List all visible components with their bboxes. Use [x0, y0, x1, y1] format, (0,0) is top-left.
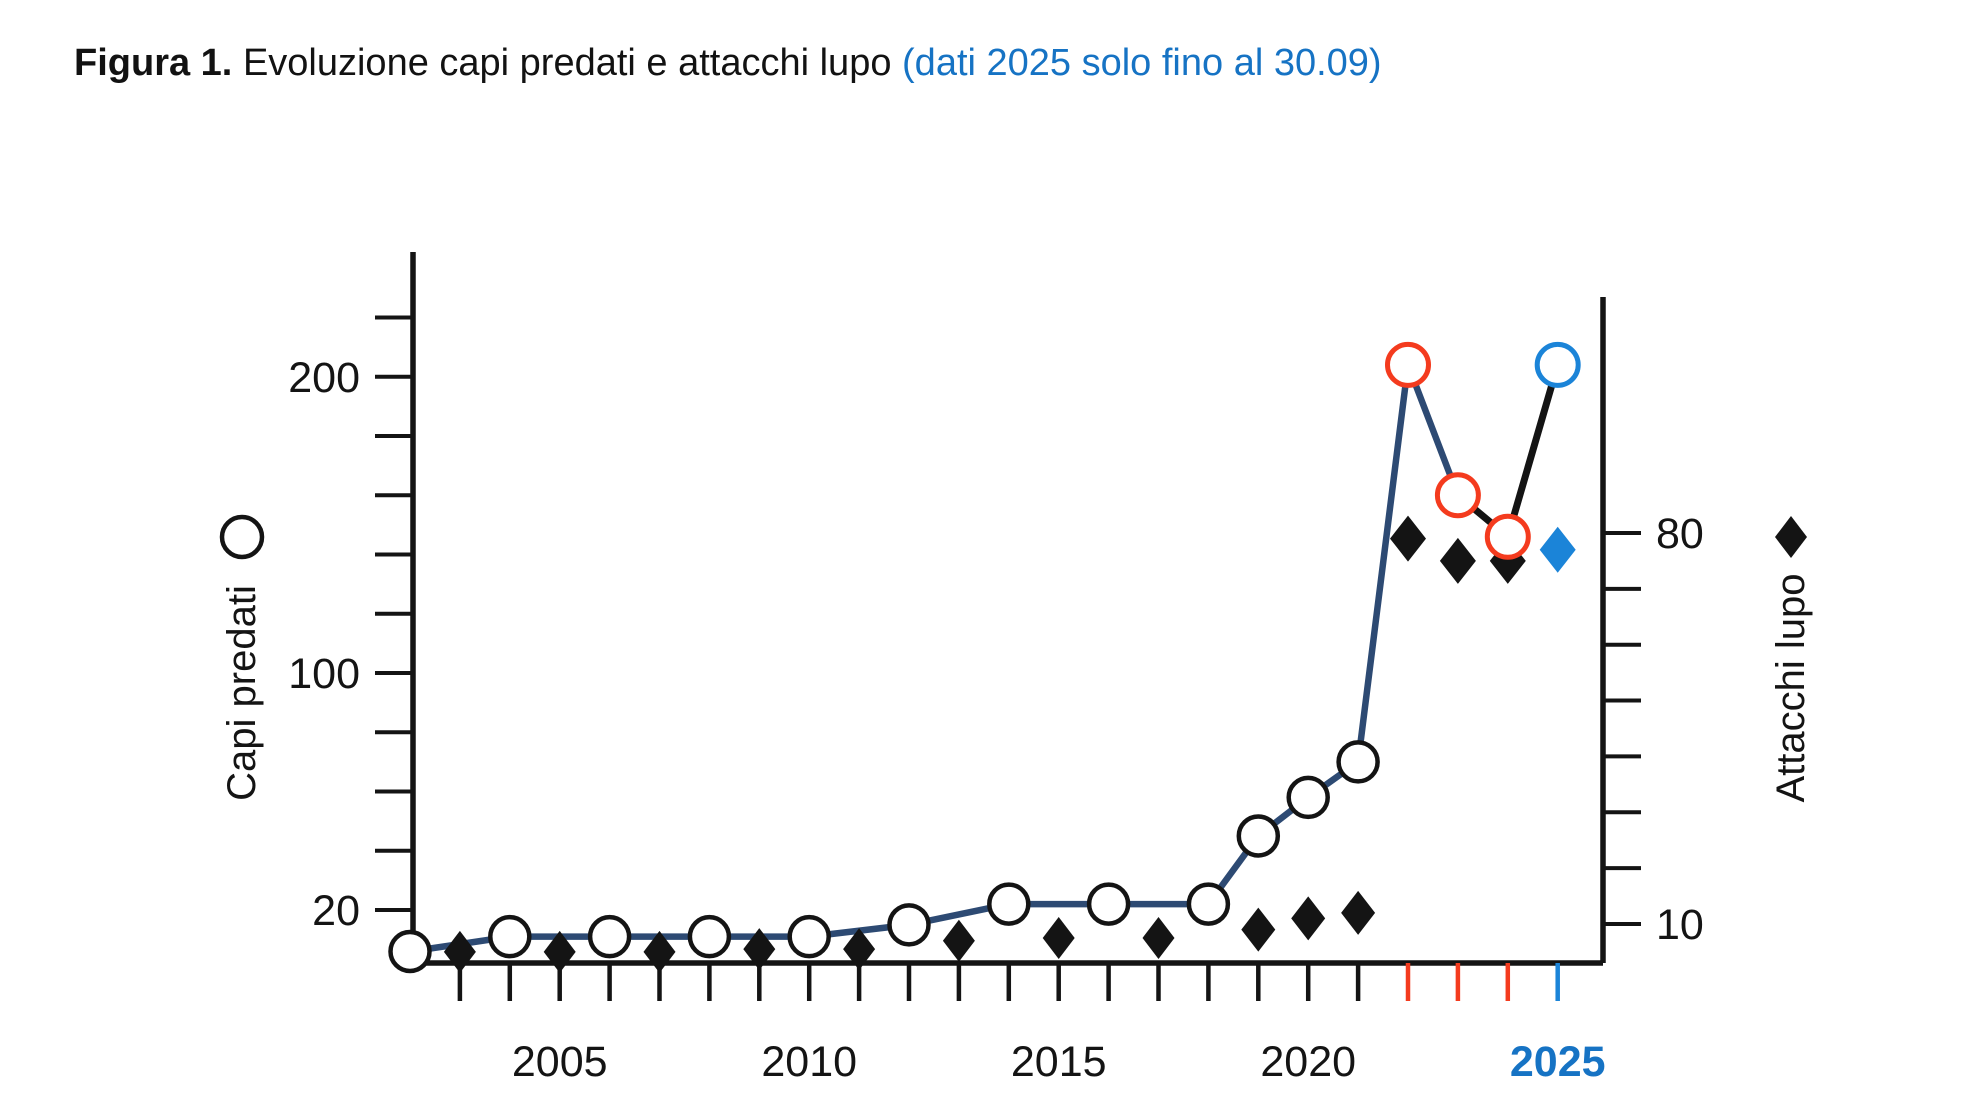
- right-axis-tick-label: 10: [1656, 901, 1704, 949]
- left-axis-tick-label: 200: [288, 354, 360, 402]
- capi-predati-marker: [687, 914, 732, 959]
- capi-predati-marker: [787, 914, 831, 959]
- attacchi-lupo-marker: [1291, 896, 1326, 941]
- attacchi-lupo-marker: [1341, 890, 1376, 935]
- capi-predati-line-segment: [1504, 361, 1562, 541]
- capi-predati-marker: [1434, 472, 1481, 519]
- capi-predati-marker: [1236, 814, 1281, 858]
- left-axis-tick-label: 100: [288, 650, 360, 698]
- capi-predati-legend-icon: [219, 514, 265, 560]
- x-axis-year-label: 2005: [512, 1038, 608, 1086]
- capi-predati-marker: [388, 929, 432, 974]
- figure-number: Figura 1.: [74, 42, 233, 84]
- capi-predati-marker: [987, 882, 1031, 926]
- capi-predati-marker: [1385, 341, 1431, 388]
- left-axis-tick-label: 20: [312, 887, 360, 935]
- x-axis-year-label: 2015: [1011, 1038, 1107, 1086]
- x-axis-year-label: 2025: [1510, 1038, 1606, 1086]
- attacchi-lupo-marker: [942, 919, 975, 962]
- attacchi-lupo-marker: [843, 928, 876, 971]
- attacchi-lupo-marker: [1241, 907, 1276, 952]
- right-axis-tick-label: 80: [1656, 510, 1704, 558]
- attacchi-lupo-marker: [1042, 916, 1075, 959]
- capi-predati-marker: [1186, 882, 1231, 926]
- attacchi-lupo-marker: [1390, 515, 1426, 562]
- attacchi-lupo-legend-icon: [1775, 516, 1807, 558]
- capi-predati-marker: [488, 914, 532, 959]
- capi-predati-marker: [587, 914, 632, 959]
- x-axis-year-label: 2020: [1260, 1038, 1356, 1086]
- attacchi-lupo-marker: [1439, 537, 1476, 584]
- right-axis-title: Attacchi lupo: [1769, 573, 1813, 802]
- capi-predati-marker: [887, 903, 931, 947]
- attacchi-lupo-marker: [743, 928, 776, 971]
- capi-predati-line-segment: [1354, 361, 1412, 766]
- attacchi-lupo-marker: [643, 930, 676, 973]
- capi-predati-marker: [1286, 775, 1330, 820]
- capi-predati-line-segment: [1404, 361, 1462, 499]
- capi-predati-marker: [1086, 882, 1131, 926]
- capi-predati-marker: [1336, 740, 1380, 784]
- figure-caption: Evoluzione capi predati e attacchi lupo: [242, 42, 892, 84]
- x-axis-year-label: 2010: [761, 1038, 857, 1086]
- capi-predati-marker: [1484, 513, 1531, 560]
- attacchi-lupo-marker: [1539, 526, 1576, 573]
- left-axis-title: Capi predati: [220, 585, 264, 801]
- attacchi-lupo-marker: [543, 930, 576, 973]
- attacchi-lupo-marker: [443, 930, 476, 973]
- figure-note: (dati 2025 solo fino al 30.09): [902, 42, 1382, 84]
- figure-title: Figura 1. Evoluzione capi predati e atta…: [74, 42, 1382, 85]
- capi-predati-marker: [1534, 341, 1581, 388]
- attacchi-lupo-marker: [1142, 916, 1175, 959]
